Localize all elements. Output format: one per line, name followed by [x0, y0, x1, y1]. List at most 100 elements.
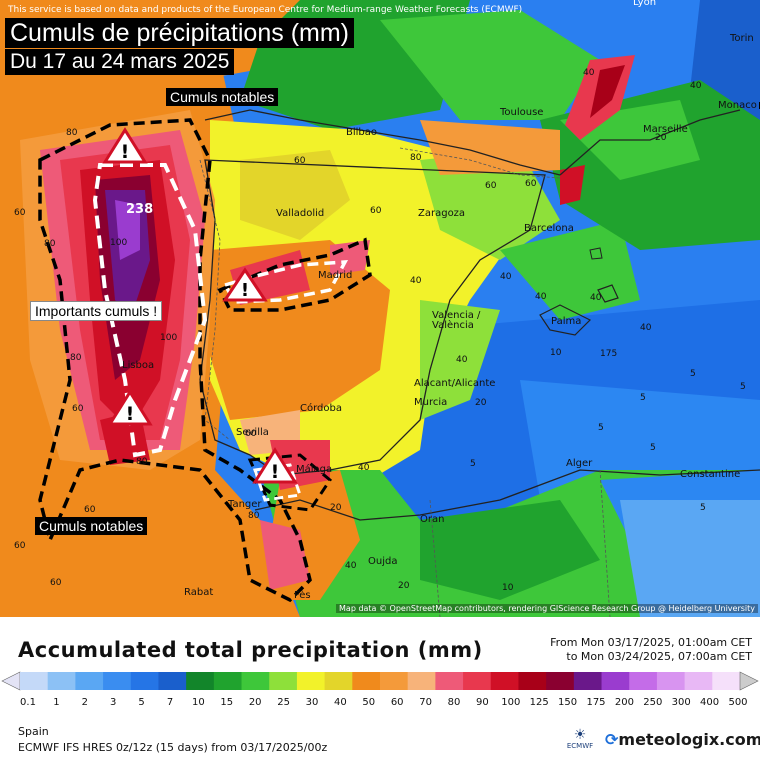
city-malaga[interactable]: Málaga: [296, 464, 333, 475]
city-oujda[interactable]: Oujda: [368, 556, 398, 567]
city-palma[interactable]: Palma: [551, 316, 582, 327]
legend-tick-label: 500: [728, 697, 748, 708]
colorbar-swatch: [656, 672, 686, 690]
colorbar-swatch: [546, 672, 575, 690]
svg-text:40: 40: [410, 276, 422, 286]
colorbar-swatch: [47, 672, 76, 690]
colorbar-swatch: [186, 672, 215, 690]
legend-tick-label: 15: [220, 697, 234, 708]
precipitation-map[interactable]: ! ! ! ! 60 80 80 80 60 60 60 60 80 100 100 60 80…: [0, 0, 760, 617]
svg-text:80: 80: [70, 353, 82, 363]
city-rabat[interactable]: Rabat: [184, 587, 214, 598]
city-zaragoza[interactable]: Zaragoza: [418, 208, 466, 219]
svg-text:60: 60: [245, 429, 257, 439]
legend-tick-label: 150: [558, 697, 578, 708]
city-valladolid[interactable]: Valladolid: [276, 208, 325, 219]
colorbar-swatch: [380, 672, 409, 690]
svg-text:5: 5: [598, 423, 604, 433]
warning-icon: !: [107, 389, 153, 426]
svg-text:5: 5: [470, 459, 476, 469]
svg-text:80: 80: [44, 239, 56, 249]
legend-tick-label: 3: [110, 697, 117, 708]
colorbar-swatch: [158, 672, 187, 690]
legend-tick-label: 100: [501, 697, 521, 708]
svg-text:10: 10: [550, 348, 562, 358]
legend-tick-label: 40: [334, 697, 347, 708]
svg-text:60: 60: [50, 578, 62, 588]
svg-text:60: 60: [525, 179, 537, 189]
svg-text:5: 5: [740, 382, 746, 392]
colorbar-swatch: [518, 672, 547, 690]
peak-value: 238: [126, 202, 154, 217]
city-bilbao[interactable]: Bilbao: [346, 127, 378, 138]
svg-text:5: 5: [700, 503, 706, 513]
city-tanger[interactable]: Tanger: [228, 499, 262, 510]
map-title: Cumuls de précipitations (mm): [5, 18, 354, 48]
colorbar-swatch: [407, 672, 436, 690]
colorbar-swatch: [352, 672, 381, 690]
colorbar-swatch: [324, 672, 353, 690]
legend-tick-label: 2: [81, 697, 88, 708]
svg-text:!: !: [121, 141, 130, 163]
svg-text:60: 60: [14, 541, 26, 551]
city-madrid[interactable]: Madrid: [318, 270, 353, 281]
meteologix-logo[interactable]: ⟳meteologix.com: [605, 730, 760, 749]
colorbar-arrow-right: [739, 671, 759, 691]
city-oran[interactable]: Oran: [420, 514, 445, 525]
importants-cumuls-label: Importants cumuls !: [30, 301, 163, 321]
svg-text:80: 80: [410, 153, 422, 163]
meteologix-swirl-icon: ⟳: [605, 730, 619, 749]
city-lisboa[interactable]: Lisboa: [122, 360, 155, 371]
colorbar-swatch: [712, 672, 741, 690]
map-attribution: Map data © OpenStreetMap contributors, r…: [336, 604, 758, 613]
city-toulouse[interactable]: Toulouse: [500, 107, 544, 118]
period-to: to Mon 03/24/2025, 07:00am CET: [566, 650, 752, 663]
city-valencia[interactable]: Valencia / València: [432, 310, 481, 331]
svg-text:5: 5: [640, 393, 646, 403]
map-subtitle: Du 17 au 24 mars 2025: [5, 49, 235, 75]
city-alicante[interactable]: Alacant/Alicante: [414, 378, 496, 389]
legend-tick-label: 80: [447, 697, 461, 708]
svg-text:20: 20: [475, 398, 487, 408]
svg-text:40: 40: [500, 272, 512, 282]
svg-text:40: 40: [535, 292, 547, 302]
city-torin[interactable]: Torin: [730, 33, 754, 44]
legend-tick-label: 5: [138, 697, 145, 708]
model-info: ECMWF IFS HRES 0z/12z (15 days) from 03/…: [18, 741, 328, 754]
city-marseille[interactable]: Marseille: [643, 124, 688, 135]
colorbar-swatch: [213, 672, 243, 690]
city-monaco[interactable]: Monaco: [718, 100, 760, 111]
colorbar-arrow-left: [1, 671, 21, 691]
colorbar-swatch: [130, 672, 159, 690]
city-constantine[interactable]: Constantine: [680, 469, 741, 480]
colorbar-swatch: [241, 672, 270, 690]
svg-text:10: 10: [502, 583, 514, 593]
svg-text:60: 60: [485, 181, 497, 191]
city-sevilla[interactable]: Sevilla: [236, 427, 269, 438]
svg-text:100: 100: [160, 333, 177, 343]
legend-tick-label: 10: [192, 697, 205, 708]
grid-values: 60 80 80 80 60 60 60 60 80 100 100 60 80 60 60 40 4…: [14, 68, 746, 593]
cumuls-notables-label: Cumuls notables: [35, 517, 148, 535]
city-cordoba[interactable]: Córdoba: [300, 403, 342, 414]
legend-tick-label: 125: [529, 697, 549, 708]
legend-tick-label: 250: [643, 697, 663, 708]
colorbar-swatch: [435, 672, 464, 690]
svg-text:60: 60: [84, 505, 96, 515]
svg-text:40: 40: [583, 68, 595, 78]
legend-tick-label: 90: [476, 697, 489, 708]
colorbar-swatch: [296, 672, 326, 690]
colorbar-swatch: [75, 672, 104, 690]
svg-text:!: !: [271, 461, 280, 483]
legend-tick-label: 175: [586, 697, 606, 708]
city-murcia[interactable]: Murcia: [414, 397, 448, 408]
svg-text:80: 80: [136, 457, 148, 467]
city-alger[interactable]: Alger: [566, 458, 593, 469]
svg-text:!: !: [126, 403, 135, 425]
svg-text:20: 20: [330, 503, 342, 513]
svg-text:40: 40: [345, 561, 357, 571]
city-lyon[interactable]: Lyon: [633, 0, 657, 8]
city-barcelona[interactable]: Barcelona: [524, 223, 574, 234]
svg-text:80: 80: [248, 511, 260, 521]
city-fes[interactable]: Fès: [294, 590, 311, 601]
